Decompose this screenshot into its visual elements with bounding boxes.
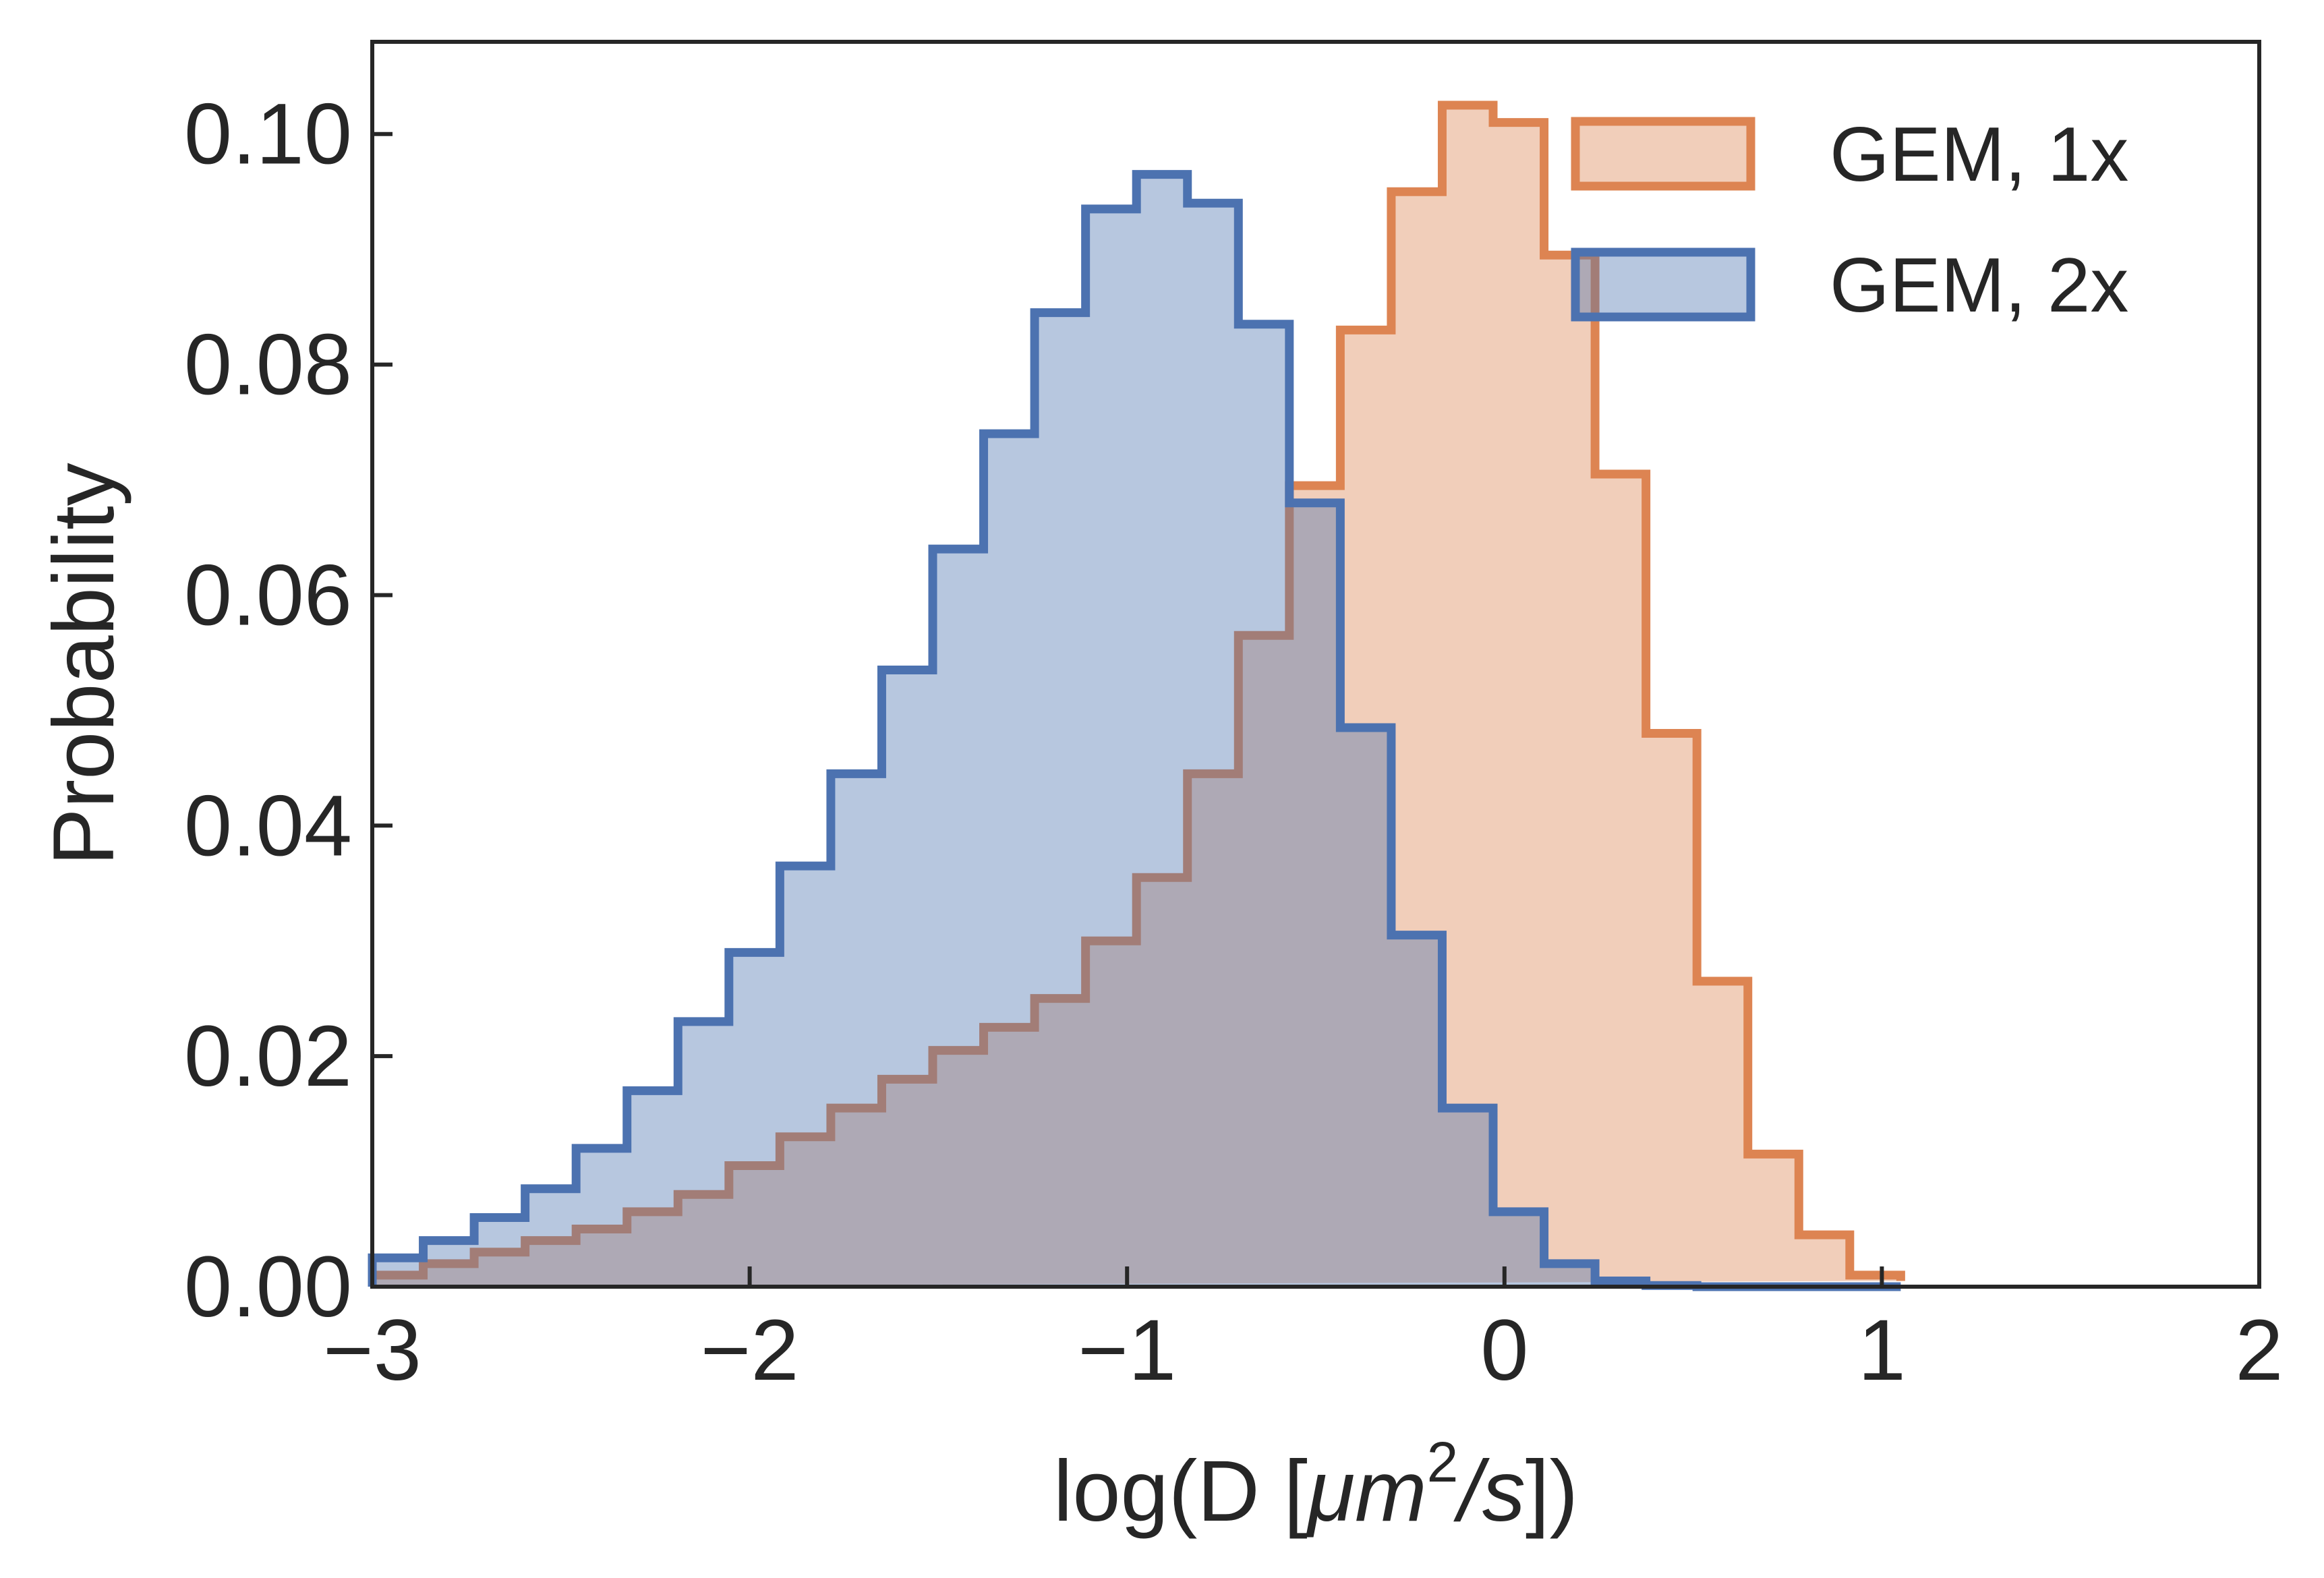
histogram-bar-gem-1x-23 <box>1544 255 1596 1287</box>
histogram-bar-gem-1x-25 <box>1646 734 1697 1287</box>
histogram-bar-gem-2x-16 <box>1188 203 1239 1287</box>
histogram-bar-gem-2x-6 <box>678 1022 729 1287</box>
x-tick-label: 0 <box>1480 1302 1528 1399</box>
y-tick-label: 0.10 <box>184 86 352 183</box>
x-axis-label-suffix: ]) <box>1526 1443 1578 1540</box>
histogram-bar-gem-2x-19 <box>1340 728 1391 1287</box>
histogram-bar-gem-2x-0 <box>372 1258 424 1287</box>
series-gem-2x <box>368 170 1901 1291</box>
plot-frame <box>370 40 2261 1289</box>
histogram-bar-gem-2x-1 <box>424 1241 475 1287</box>
y-tick-label: 0.00 <box>184 1239 352 1335</box>
x-axis-label: log(D [μm2/s]) <box>1053 1430 1578 1540</box>
legend-swatch-gem-2x <box>1571 247 1755 322</box>
legend: GEM, 1x GEM, 2x <box>1571 112 2128 328</box>
legend-swatch-gem-1x <box>1571 117 1755 191</box>
y-tick-label: 0.02 <box>184 1008 352 1105</box>
x-axis-label-prefix: log(D [ <box>1053 1443 1308 1540</box>
series-gem-1x <box>368 100 1905 1287</box>
series-fill-gem-2x <box>372 174 1901 1287</box>
histogram-bar-gem-1x-22 <box>1493 123 1544 1287</box>
y-axis-label: Probability <box>36 463 132 866</box>
histogram-bar-gem-1x-28 <box>1799 1235 1850 1287</box>
histogram-bar-gem-2x-10 <box>881 670 933 1287</box>
x-tick-label: −1 <box>1078 1302 1176 1399</box>
histogram-bar-gem-2x-9 <box>831 773 882 1287</box>
histogram-bar-gem-2x-13 <box>1035 313 1086 1287</box>
series-fill-gem-1x <box>372 105 1901 1287</box>
histogram-bar-gem-1x-26 <box>1697 981 1748 1287</box>
series-layer <box>368 100 1905 1291</box>
y-tick-label: 0.04 <box>184 778 352 874</box>
histogram-bar-gem-2x-5 <box>627 1090 678 1287</box>
y-tick-label: 0.06 <box>184 547 352 643</box>
histogram-bar-gem-2x-15 <box>1136 175 1188 1287</box>
histogram-bar-gem-2x-20 <box>1391 935 1443 1287</box>
histogram-bar-gem-2x-23 <box>1544 1264 1596 1287</box>
legend-label-gem-2x: GEM, 2x <box>1830 243 2128 328</box>
histogram-bar-gem-2x-11 <box>933 549 984 1287</box>
x-tick-label: −2 <box>701 1302 799 1399</box>
histogram-bar-gem-2x-21 <box>1442 1108 1493 1287</box>
y-tick-labels: 0.00 0.02 0.04 0.06 0.08 0.10 <box>184 86 352 1335</box>
series-outline-gem-2x <box>368 170 1901 1291</box>
x-axis-label-unit: μm <box>1306 1443 1427 1540</box>
histogram-bar-gem-2x-17 <box>1238 324 1289 1287</box>
x-axis-label-exponent: 2 <box>1427 1430 1459 1494</box>
histogram-bar-gem-1x-27 <box>1748 1154 1799 1287</box>
x-axis-label-unit-tail: /s <box>1453 1443 1526 1540</box>
x-tick-label: −3 <box>323 1302 422 1399</box>
histogram-bar-gem-2x-18 <box>1289 503 1341 1287</box>
histogram-bar-gem-1x-24 <box>1595 474 1646 1287</box>
x-tick-label: 1 <box>1858 1302 1906 1399</box>
histogram-bar-gem-2x-22 <box>1493 1212 1544 1287</box>
legend-label-gem-1x: GEM, 1x <box>1830 112 2128 198</box>
x-tick-label: 2 <box>2235 1302 2283 1399</box>
histogram-bar-gem-2x-2 <box>474 1217 525 1287</box>
y-tick-label: 0.08 <box>184 317 352 413</box>
histogram-bar-gem-2x-12 <box>984 434 1035 1287</box>
histogram-bar-gem-2x-8 <box>780 866 831 1287</box>
histogram-bar-gem-2x-14 <box>1086 209 1137 1287</box>
histogram-bar-gem-2x-4 <box>576 1148 627 1287</box>
x-tick-labels: −3 −2 −1 0 1 2 <box>323 1302 2284 1399</box>
histogram-bar-gem-2x-3 <box>525 1189 577 1287</box>
series-outline-gem-1x <box>368 100 1905 1287</box>
histogram-bar-gem-2x-7 <box>729 952 780 1287</box>
